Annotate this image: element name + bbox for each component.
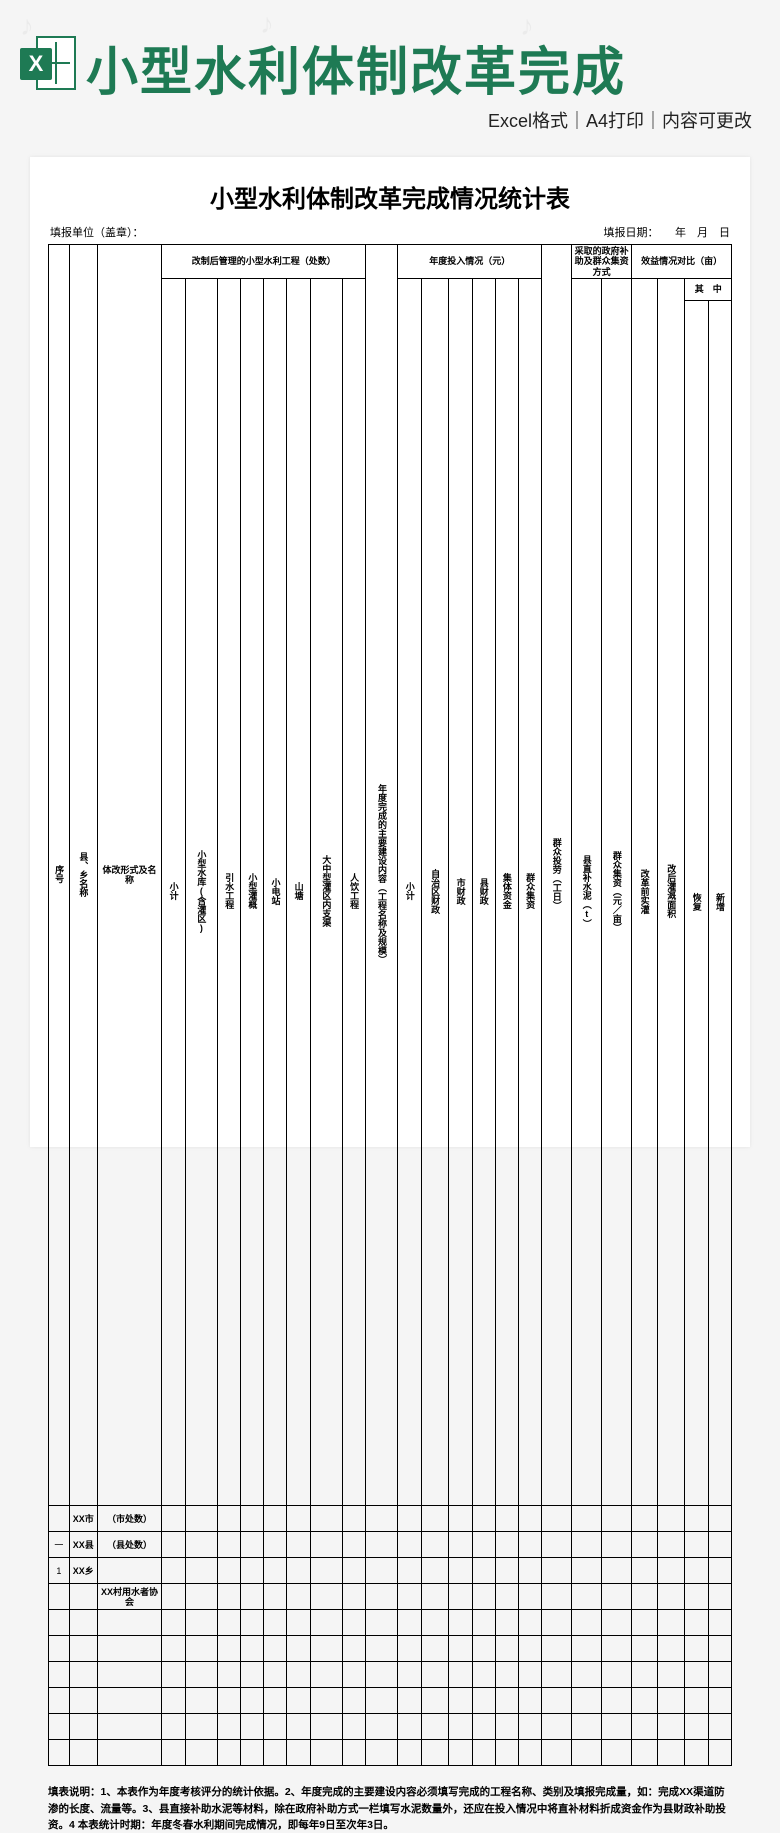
table-row: XX村用水者协会 <box>49 1584 732 1610</box>
banner-title: 小型水利体制改革完成 <box>86 30 760 105</box>
meta-date: 填报日期： 年 月 日 <box>604 224 731 240</box>
col-human: 人饮工程 <box>349 291 359 1491</box>
col-recover: 恢复 <box>691 302 701 1502</box>
table-row: XX市（市处数） <box>49 1506 732 1532</box>
table-row <box>49 1688 732 1714</box>
col-city: 市财政 <box>455 291 465 1491</box>
col-big: 大中型灌区内支渠 <box>321 291 331 1491</box>
excel-icon: X <box>20 36 76 92</box>
fill-notes: 填表说明：1、本表作为年度考核评分的统计依据。2、年度完成的主要建设内容必须填写… <box>48 1784 732 1833</box>
statistics-table: 序号 县、乡名称 体改形式及名称 改制后管理的小型水利工程（处数） 年度完成的主… <box>48 244 732 1766</box>
table-row <box>49 1610 732 1636</box>
doc-title: 小型水利体制改革完成情况统计表 <box>48 179 732 214</box>
col-pre: 改革前实灌 <box>639 291 649 1491</box>
col-pond: 山塘 <box>293 291 303 1491</box>
document-page: 小型水利体制改革完成情况统计表 填报单位（盖章）： 填报日期： 年 月 日 序号… <box>30 157 750 1147</box>
col-post: 改后灌溉面积 <box>666 291 676 1491</box>
col-station: 小电站 <box>270 291 280 1491</box>
table-row <box>49 1662 732 1688</box>
col-collective: 集体资金 <box>502 291 512 1491</box>
col-countyf: 县财政 <box>478 291 488 1491</box>
table-row: 一XX县（县处数） <box>49 1532 732 1558</box>
col-seq: 序号 <box>54 274 64 1474</box>
col-county: 县、乡名称 <box>78 274 88 1474</box>
table-row <box>49 1636 732 1662</box>
col-irrigation: 小型灌概 <box>247 291 257 1491</box>
col-reservoir: 小型水库(含灌区) <box>196 291 206 1491</box>
meta-unit: 填报单位（盖章）： <box>50 224 144 240</box>
group-subsidy: 采取的政府补助及群众集资方式 <box>572 245 632 279</box>
col-mass: 群众集资 <box>525 291 535 1491</box>
col-subtotal2: 小计 <box>404 291 414 1491</box>
table-row: 1XX乡 <box>49 1558 732 1584</box>
table-row <box>49 1714 732 1740</box>
col-divert: 引水工程 <box>224 291 234 1491</box>
table-row <box>49 1740 732 1766</box>
col-year-content: 年度完成的主要建设内容（工程名称及规模） <box>377 274 387 1474</box>
col-reform: 体改形式及名称 <box>102 865 156 885</box>
group-benefit: 效益情况对比（亩） <box>632 245 732 279</box>
group-invest: 年度投入情况（元） <box>398 245 541 279</box>
col-cement: 县直补水泥（t） <box>581 291 591 1491</box>
banner-subtitle: Excel格式｜A4打印｜内容可更改 <box>86 107 760 133</box>
col-zizhi: 自治区财政 <box>430 291 440 1491</box>
col-permu: 群众集资（元／亩） <box>612 291 622 1491</box>
col-subtotal1: 小计 <box>168 291 178 1491</box>
col-whichof: 其 中 <box>685 279 732 301</box>
col-labor: 群众投劳（工日） <box>551 274 561 1474</box>
group-managed: 改制后管理的小型水利工程（处数） <box>162 245 366 279</box>
col-newadd: 新增 <box>715 302 725 1502</box>
template-banner: X 小型水利体制改革完成 Excel格式｜A4打印｜内容可更改 <box>0 0 780 139</box>
